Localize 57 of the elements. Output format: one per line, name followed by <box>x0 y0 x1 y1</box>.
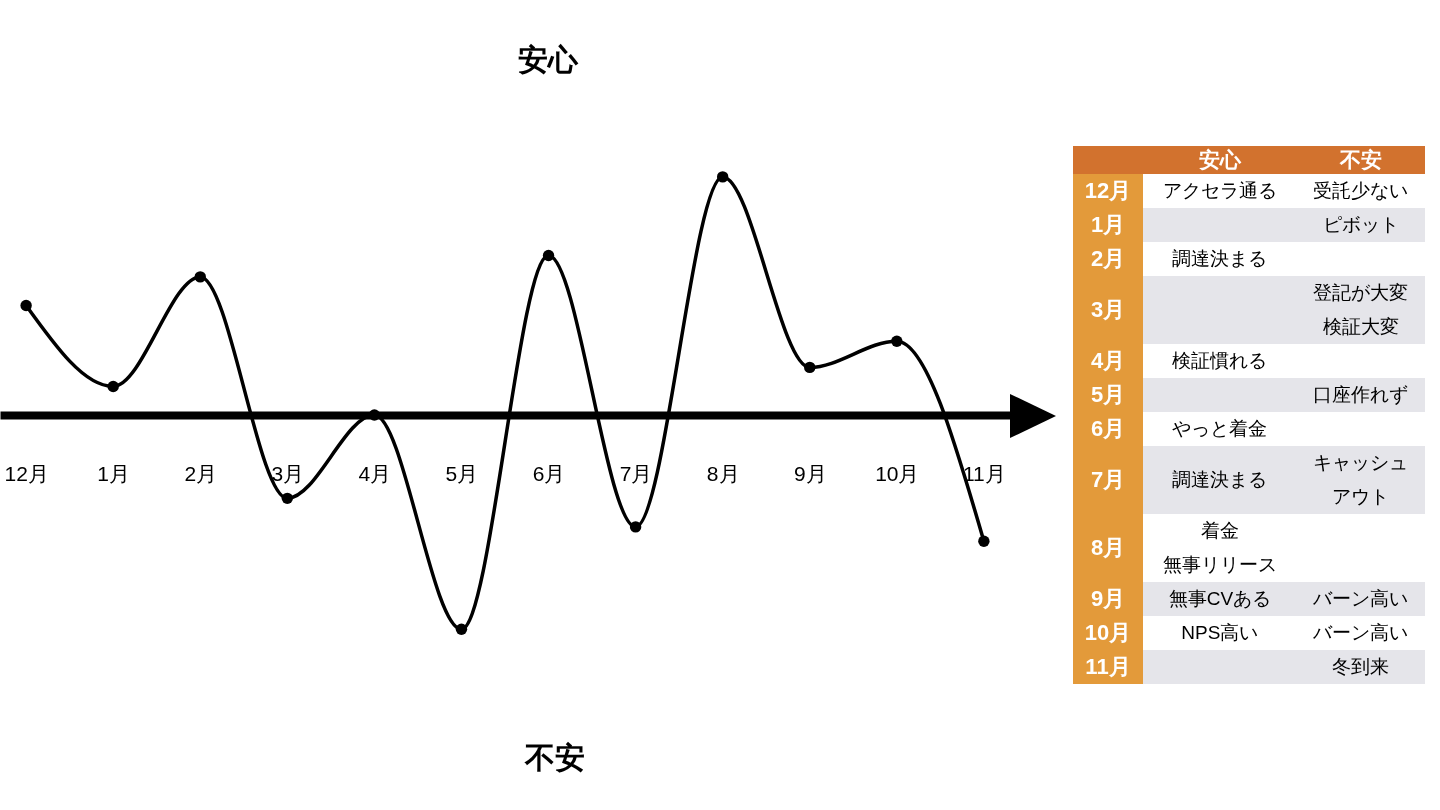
x-tick-label: 10月 <box>875 461 920 485</box>
category-label: 11月 <box>1085 654 1131 679</box>
text: 無事リリース <box>1162 554 1277 575</box>
point <box>194 271 206 283</box>
text: アウト <box>1332 486 1390 507</box>
text: バーン高い <box>1313 588 1409 609</box>
point <box>281 492 294 505</box>
x-tick-label: 1月 <box>97 461 131 485</box>
x-tick-label: 4月 <box>358 461 392 485</box>
text: 不安 <box>525 740 585 776</box>
category-label: 12月 <box>1084 178 1132 203</box>
category-label: 10月 <box>1084 620 1132 645</box>
text: 無事CVある <box>1168 588 1272 609</box>
point <box>804 361 816 374</box>
point <box>455 623 468 635</box>
x-tick-label: 11月 <box>962 461 1006 485</box>
text: やっと着金 <box>1172 418 1268 439</box>
point <box>629 521 642 533</box>
category-label: 9月 <box>1090 586 1126 611</box>
text: 調達決まる <box>1172 469 1268 490</box>
text: 検証慣れる <box>1172 350 1268 371</box>
text: 調達決まる <box>1172 248 1268 269</box>
text: 安心 <box>518 42 578 78</box>
text: キャッシュ <box>1313 452 1409 473</box>
category-label: 6月 <box>1090 416 1126 441</box>
x-tick-label: 2月 <box>184 461 218 485</box>
x-tick-label: 7月 <box>619 461 653 485</box>
x-tick-label: 6月 <box>532 461 566 485</box>
text: 登記が大変 <box>1313 282 1409 303</box>
category-label: 3月 <box>1090 297 1126 322</box>
category-label: 5月 <box>1090 382 1126 407</box>
category-label: 8月 <box>1090 535 1126 560</box>
text: NPS高い <box>1181 622 1259 643</box>
x-tick-label: 12月 <box>4 461 49 485</box>
point <box>20 299 32 312</box>
point <box>107 380 119 393</box>
text: アクセラ通る <box>1162 180 1277 201</box>
category-label: 安心 <box>1143 146 1297 174</box>
x-tick-label: 9月 <box>793 461 827 485</box>
text: 着金 <box>1200 520 1239 541</box>
text: 検証大変 <box>1322 316 1399 337</box>
category-label: 不安 <box>1296 146 1425 174</box>
point <box>978 535 990 547</box>
point <box>891 335 903 347</box>
point <box>716 171 729 183</box>
x-tick-label: 5月 <box>445 461 479 485</box>
text: 冬到来 <box>1332 656 1390 677</box>
category-label: 1月 <box>1090 212 1126 237</box>
x-tick-label: 8月 <box>706 461 740 485</box>
x-tick-label: 3月 <box>271 461 305 485</box>
text: 口座作れず <box>1313 384 1409 405</box>
point <box>542 249 555 262</box>
category-label: 2月 <box>1090 246 1126 271</box>
category-label: 4月 <box>1090 348 1126 373</box>
text: バーン高い <box>1313 622 1409 643</box>
text: ピボット <box>1322 214 1399 235</box>
text: 受託少ない <box>1313 180 1409 201</box>
